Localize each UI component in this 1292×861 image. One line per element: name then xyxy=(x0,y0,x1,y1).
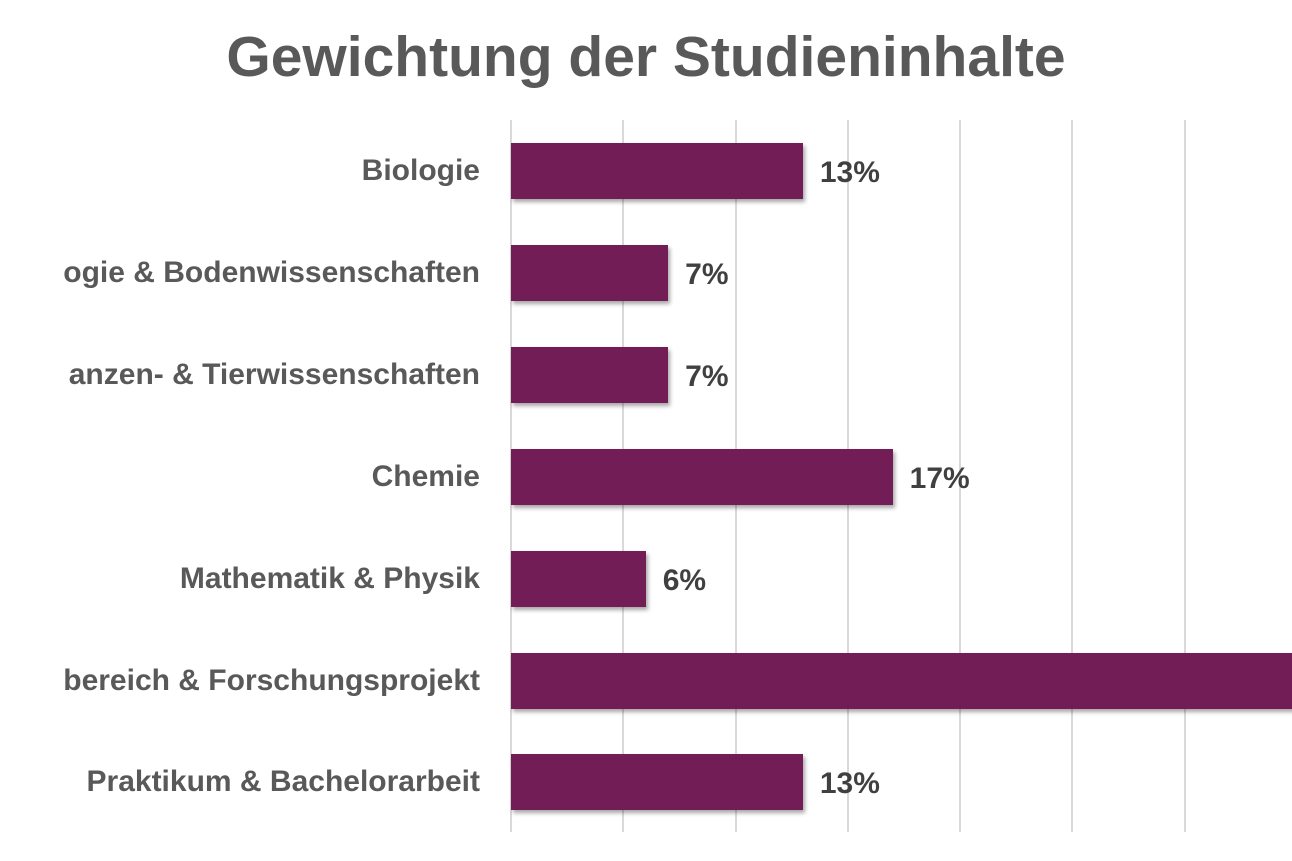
category-label: Praktikum & Bachelorarbeit xyxy=(86,765,480,798)
bar xyxy=(511,653,1292,709)
value-label: 13% xyxy=(819,767,880,800)
category-label: Mathematik & Physik xyxy=(179,562,480,595)
gridline xyxy=(1071,120,1074,832)
bar-row: bereich & Forschungsprojekt xyxy=(0,653,1292,709)
value-label: 17% xyxy=(909,462,970,495)
category-label: bereich & Forschungsprojekt xyxy=(63,664,480,697)
chart-title: Gewichtung der Studieninhalte xyxy=(226,25,1066,89)
bar xyxy=(511,551,646,607)
category-label: ogie & Bodenwissenschaften xyxy=(63,256,480,289)
gridline xyxy=(1183,120,1186,832)
category-label: anzen- & Tierwissenschaften xyxy=(68,358,480,391)
value-label: 7% xyxy=(685,258,729,291)
bar-row: ogie & Bodenwissenschaften 7% xyxy=(0,245,1292,301)
value-label: 7% xyxy=(685,360,729,393)
category-label: Biologie xyxy=(361,154,480,187)
bar-row: anzen- & Tierwissenschaften 7% xyxy=(0,347,1292,403)
gridline xyxy=(959,120,961,832)
bar xyxy=(511,449,893,505)
bar xyxy=(511,347,669,403)
bar-row: Praktikum & Bachelorarbeit 13% xyxy=(0,754,1292,810)
bar xyxy=(511,245,669,301)
category-label: Chemie xyxy=(371,460,480,493)
bar xyxy=(511,754,803,810)
bar xyxy=(511,143,803,199)
bar-row: Chemie 17% xyxy=(0,449,1292,505)
value-label: 13% xyxy=(819,156,880,189)
bar-row: Mathematik & Physik 6% xyxy=(0,551,1292,607)
bar-row: Biologie 13% xyxy=(0,143,1292,199)
value-label: 6% xyxy=(662,564,707,597)
